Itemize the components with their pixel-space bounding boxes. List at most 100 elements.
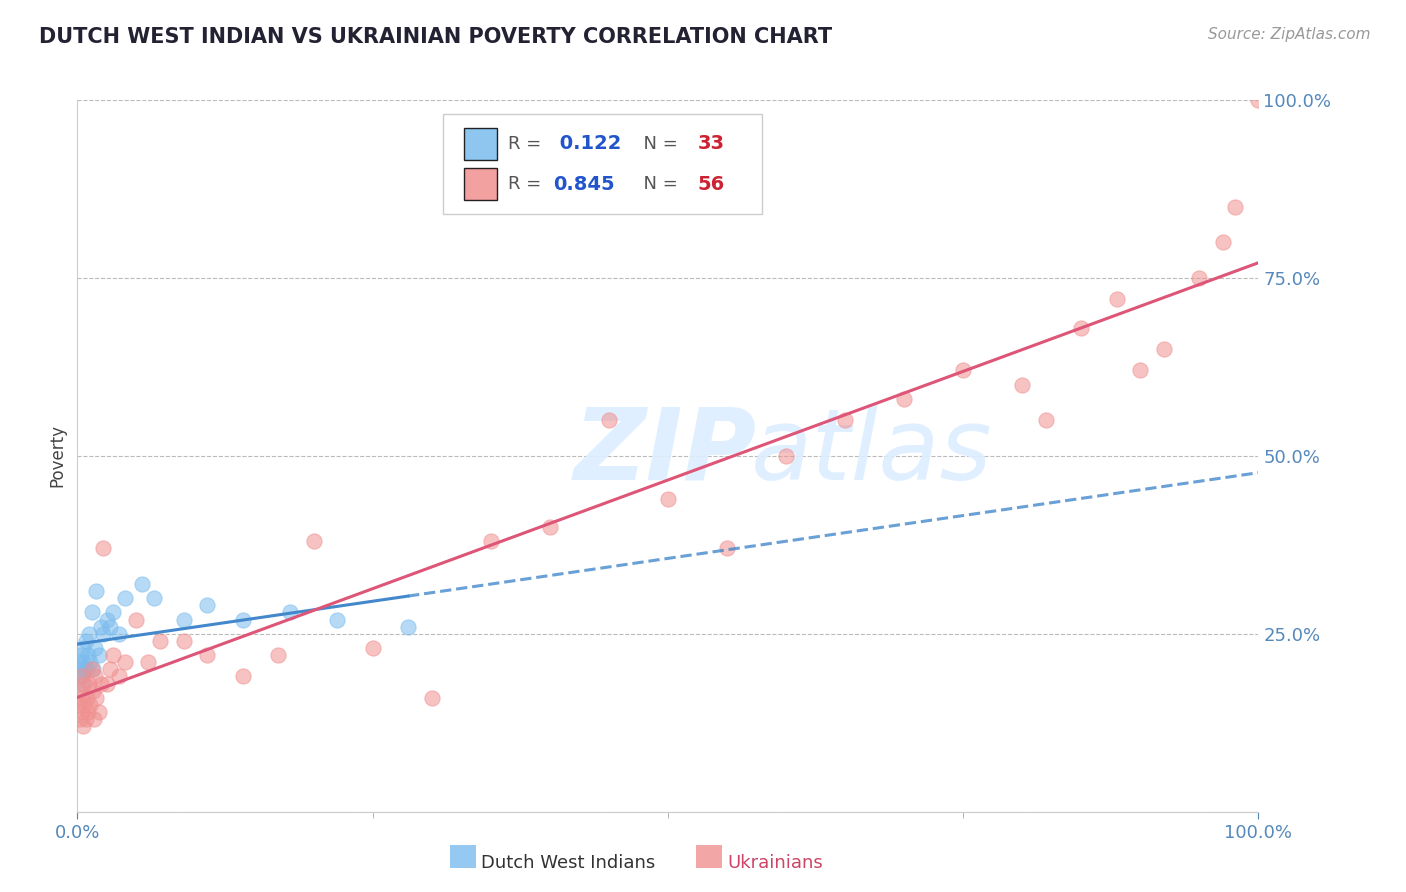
Point bbox=[83, 712, 105, 726]
Point bbox=[76, 690, 98, 705]
Point bbox=[1212, 235, 1234, 250]
Point bbox=[73, 662, 96, 676]
Text: Dutch West Indians: Dutch West Indians bbox=[481, 854, 655, 871]
Point bbox=[84, 669, 107, 683]
Point bbox=[87, 705, 110, 719]
Point bbox=[232, 613, 254, 627]
Point bbox=[79, 698, 101, 712]
Point bbox=[396, 620, 419, 634]
Point bbox=[1011, 377, 1033, 392]
Point bbox=[952, 363, 974, 377]
Point bbox=[893, 392, 915, 406]
FancyBboxPatch shape bbox=[464, 169, 496, 201]
Text: atlas: atlas bbox=[751, 404, 993, 500]
Point bbox=[70, 669, 93, 683]
Point bbox=[326, 613, 349, 627]
Text: 56: 56 bbox=[697, 175, 724, 194]
Point bbox=[100, 620, 122, 634]
Point bbox=[657, 491, 679, 506]
Point bbox=[1105, 292, 1128, 306]
Text: DUTCH WEST INDIAN VS UKRAINIAN POVERTY CORRELATION CHART: DUTCH WEST INDIAN VS UKRAINIAN POVERTY C… bbox=[39, 27, 832, 46]
Point bbox=[82, 662, 104, 676]
Point bbox=[91, 626, 114, 640]
Point bbox=[131, 577, 153, 591]
Point bbox=[302, 534, 325, 549]
Point bbox=[149, 633, 172, 648]
Point bbox=[538, 520, 561, 534]
Point bbox=[716, 541, 738, 556]
Point bbox=[1035, 413, 1057, 427]
Point bbox=[79, 655, 101, 669]
Point bbox=[75, 633, 97, 648]
Point bbox=[195, 599, 218, 613]
Point bbox=[70, 690, 93, 705]
Point bbox=[77, 626, 100, 640]
Point bbox=[420, 690, 443, 705]
Point bbox=[77, 676, 100, 690]
Point bbox=[136, 655, 159, 669]
Point bbox=[267, 648, 290, 662]
Point bbox=[77, 648, 100, 662]
Point bbox=[72, 640, 94, 655]
Text: R =: R = bbox=[509, 135, 547, 153]
Point bbox=[70, 676, 93, 690]
Point bbox=[278, 606, 301, 620]
Point bbox=[80, 662, 103, 676]
Point bbox=[232, 669, 254, 683]
Point bbox=[125, 613, 148, 627]
Point bbox=[1188, 271, 1211, 285]
Text: 0.845: 0.845 bbox=[554, 175, 614, 194]
Point bbox=[67, 698, 90, 712]
Point bbox=[84, 640, 107, 655]
FancyBboxPatch shape bbox=[464, 128, 496, 160]
Point bbox=[96, 613, 118, 627]
Point bbox=[67, 655, 90, 669]
Point bbox=[82, 683, 104, 698]
FancyBboxPatch shape bbox=[443, 114, 762, 214]
Point bbox=[598, 413, 620, 427]
Text: N =: N = bbox=[633, 176, 683, 194]
Point bbox=[96, 676, 118, 690]
Point bbox=[114, 655, 136, 669]
Text: N =: N = bbox=[633, 135, 683, 153]
Point bbox=[80, 606, 103, 620]
Point bbox=[173, 633, 195, 648]
Point bbox=[114, 591, 136, 606]
Point bbox=[84, 690, 107, 705]
Point bbox=[1153, 342, 1175, 356]
Point bbox=[90, 676, 112, 690]
Point bbox=[107, 626, 129, 640]
Point bbox=[70, 705, 93, 719]
Text: 0.122: 0.122 bbox=[554, 134, 621, 153]
Point bbox=[87, 648, 110, 662]
Point bbox=[69, 683, 91, 698]
Point bbox=[69, 662, 91, 676]
Text: ZIP: ZIP bbox=[574, 404, 756, 500]
Point bbox=[70, 648, 93, 662]
Text: R =: R = bbox=[509, 176, 547, 194]
Point bbox=[73, 698, 96, 712]
Point bbox=[107, 669, 129, 683]
Point bbox=[101, 606, 124, 620]
Point bbox=[70, 669, 93, 683]
Point bbox=[69, 712, 91, 726]
Point bbox=[90, 620, 112, 634]
Point bbox=[76, 662, 98, 676]
Point bbox=[73, 676, 96, 690]
Point bbox=[72, 719, 94, 733]
Text: 33: 33 bbox=[697, 134, 724, 153]
Point bbox=[143, 591, 166, 606]
Point bbox=[1223, 200, 1246, 214]
Text: Ukrainians: Ukrainians bbox=[727, 854, 823, 871]
Point bbox=[91, 541, 114, 556]
Point bbox=[84, 584, 107, 599]
Text: Source: ZipAtlas.com: Source: ZipAtlas.com bbox=[1208, 27, 1371, 42]
Point bbox=[1070, 320, 1092, 334]
Point bbox=[775, 449, 797, 463]
Point bbox=[72, 655, 94, 669]
Point bbox=[173, 613, 195, 627]
Point bbox=[1129, 363, 1152, 377]
Point bbox=[1247, 93, 1270, 107]
Point bbox=[75, 712, 97, 726]
Point bbox=[479, 534, 502, 549]
